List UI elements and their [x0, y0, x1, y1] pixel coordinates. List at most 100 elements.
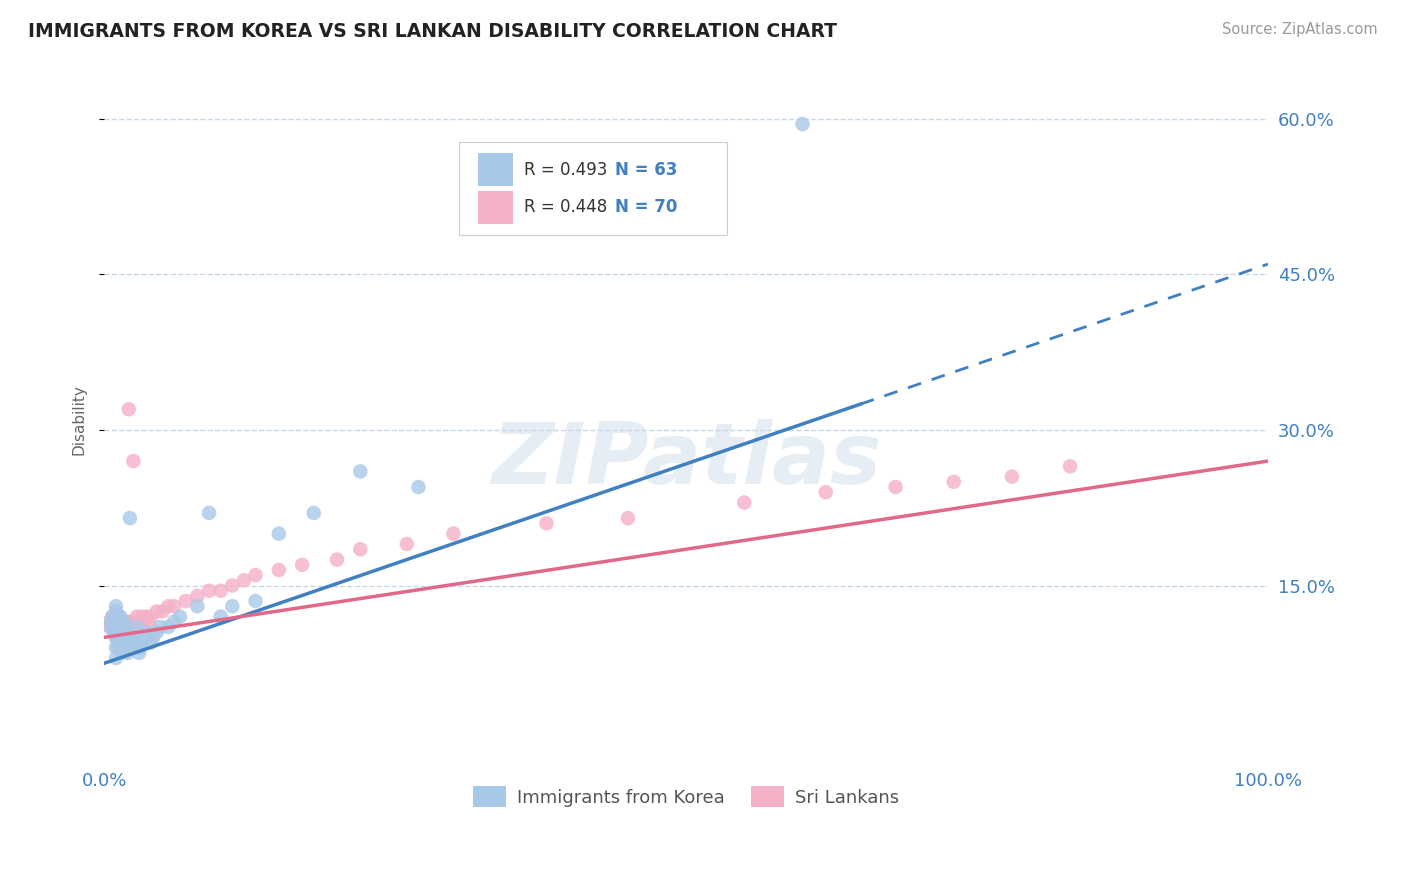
Point: [120, 620, 142, 634]
Point: [107, 609, 129, 624]
Point: [145, 625, 167, 640]
Point: [149, 620, 172, 634]
Point: [536, 516, 558, 531]
Text: IMMIGRANTS FROM KOREA VS SRI LANKAN DISABILITY CORRELATION CHART: IMMIGRANTS FROM KOREA VS SRI LANKAN DISA…: [28, 22, 837, 41]
Point: [139, 635, 162, 649]
Point: [186, 589, 208, 603]
Point: [117, 631, 139, 645]
Legend: Immigrants from Korea, Sri Lankans: Immigrants from Korea, Sri Lankans: [465, 779, 905, 814]
Text: N = 63: N = 63: [614, 161, 678, 178]
Point: [111, 620, 134, 634]
Point: [118, 620, 141, 634]
Point: [117, 640, 139, 655]
Point: [186, 599, 208, 614]
Point: [169, 609, 191, 624]
Point: [103, 625, 125, 640]
Point: [120, 635, 142, 649]
Point: [98, 620, 121, 634]
Point: [104, 625, 127, 640]
Point: [117, 625, 139, 640]
Text: R = 0.493: R = 0.493: [524, 161, 607, 178]
Point: [174, 594, 197, 608]
Point: [104, 631, 127, 645]
Point: [108, 631, 131, 645]
Point: [245, 594, 267, 608]
Point: [139, 609, 162, 624]
Point: [326, 552, 349, 566]
Point: [111, 625, 134, 640]
Point: [115, 625, 138, 640]
Point: [108, 615, 131, 629]
Point: [1001, 469, 1024, 483]
Point: [733, 495, 755, 509]
FancyBboxPatch shape: [478, 191, 513, 224]
Point: [107, 615, 129, 629]
Point: [111, 620, 134, 634]
Point: [104, 631, 127, 645]
Point: [114, 631, 136, 645]
Point: [111, 620, 134, 634]
Point: [157, 620, 180, 634]
Point: [104, 620, 127, 634]
Point: [122, 454, 145, 468]
Point: [104, 615, 127, 629]
Point: [209, 583, 232, 598]
Point: [441, 526, 464, 541]
Point: [122, 640, 145, 655]
Text: N = 70: N = 70: [614, 198, 678, 217]
Point: [118, 615, 141, 629]
Point: [111, 646, 134, 660]
Point: [111, 631, 134, 645]
Point: [111, 640, 134, 655]
Point: [122, 635, 145, 649]
Point: [408, 480, 430, 494]
Point: [145, 604, 167, 618]
Point: [118, 635, 141, 649]
Point: [349, 465, 371, 479]
Point: [108, 620, 131, 634]
Point: [125, 615, 148, 629]
Point: [117, 646, 139, 660]
Point: [121, 615, 143, 629]
FancyBboxPatch shape: [478, 153, 513, 186]
Point: [267, 526, 290, 541]
Point: [942, 475, 965, 489]
Point: [101, 609, 124, 624]
Point: [1059, 459, 1081, 474]
Point: [111, 631, 134, 645]
Point: [104, 609, 127, 624]
Point: [221, 599, 243, 614]
Point: [112, 620, 135, 634]
Point: [104, 625, 127, 640]
Point: [111, 625, 134, 640]
Point: [128, 640, 150, 655]
Point: [121, 631, 143, 645]
Point: [884, 480, 907, 494]
Point: [617, 511, 640, 525]
Point: [124, 620, 146, 634]
Point: [114, 615, 136, 629]
Point: [111, 635, 134, 649]
Point: [108, 620, 131, 634]
Point: [105, 620, 128, 634]
Point: [302, 506, 325, 520]
Point: [198, 583, 221, 598]
Point: [104, 609, 127, 624]
Point: [198, 506, 221, 520]
Point: [291, 558, 314, 572]
Point: [132, 615, 155, 629]
Point: [118, 402, 141, 417]
Point: [98, 620, 121, 634]
Point: [112, 615, 135, 629]
Point: [104, 615, 127, 629]
Point: [395, 537, 418, 551]
Point: [104, 651, 127, 665]
Point: [110, 609, 132, 624]
Point: [138, 615, 160, 629]
Point: [267, 563, 290, 577]
Text: R = 0.448: R = 0.448: [524, 198, 607, 217]
Point: [110, 620, 132, 634]
Point: [104, 620, 127, 634]
Text: ZIPatlas: ZIPatlas: [491, 419, 882, 502]
Point: [103, 620, 125, 634]
